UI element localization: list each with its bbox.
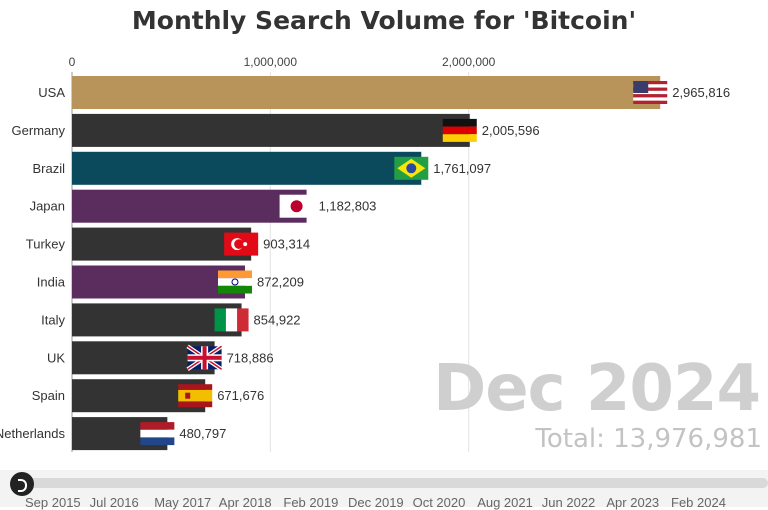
flag-part: [231, 278, 239, 286]
total-label: Total: 13,976,981: [535, 424, 762, 454]
category-label: Japan: [30, 199, 65, 214]
flag-part: [140, 437, 175, 446]
x-tick-label: 2,000,000: [442, 55, 496, 69]
category-label: India: [37, 275, 66, 290]
flag-part: [633, 100, 668, 104]
category-label: Netherlands: [0, 426, 65, 441]
value-label: 2,005,596: [482, 123, 540, 138]
flag-part: [225, 308, 238, 332]
flag-part: [217, 278, 252, 286]
bar-chart: 0 1,000,000 2,000,000 USA 2,965,816 Germany 2…: [0, 55, 730, 452]
flag-part: [237, 308, 249, 332]
uk-flag-icon: [186, 344, 223, 371]
flag-part: [178, 384, 213, 390]
bar: [72, 189, 307, 223]
value-label: 872,209: [257, 275, 304, 290]
value-label: 1,761,097: [433, 161, 491, 176]
category-label: Italy: [41, 312, 65, 327]
flag-part: [633, 87, 668, 91]
value-label: 854,922: [254, 312, 301, 327]
value-label: 671,676: [217, 388, 264, 403]
period-label: Dec 2024: [433, 352, 761, 426]
category-label: Turkey: [26, 237, 66, 252]
turkey-flag-icon: [224, 232, 259, 256]
spain-flag-icon: [178, 384, 213, 408]
bar: [72, 265, 245, 299]
chart-title: Monthly Search Volume for 'Bitcoin': [131, 6, 637, 35]
flag-part: [178, 401, 213, 408]
flag-part: [442, 118, 477, 127]
flag-part: [243, 242, 248, 247]
flag-part: [140, 422, 175, 430]
flag-part: [633, 81, 649, 93]
timeline-label[interactable]: Feb 2019: [283, 495, 339, 510]
bar: [72, 227, 252, 261]
timeline-label[interactable]: Aug 2021: [477, 495, 533, 510]
category-label: USA: [38, 85, 65, 100]
flag-part: [442, 134, 477, 142]
flag-part: [217, 285, 252, 294]
flag-part: [185, 392, 191, 399]
flag-part: [633, 97, 668, 101]
value-label: 480,797: [179, 426, 226, 441]
bar: [72, 113, 470, 147]
brazil-flag-icon: [394, 156, 429, 180]
timeline-area: [0, 470, 768, 507]
flag-part: [442, 126, 477, 135]
value-label: 903,314: [263, 237, 310, 252]
category-label: UK: [47, 350, 65, 365]
flag-part: [633, 84, 668, 88]
timeline-label[interactable]: Apr 2018: [218, 495, 272, 510]
italy-flag-icon: [214, 308, 249, 332]
flag-part: [217, 270, 252, 279]
x-tick-label: 1,000,000: [244, 55, 298, 69]
flag-part: [406, 163, 417, 174]
timeline-track[interactable]: [10, 478, 768, 488]
flag-part: [633, 94, 668, 98]
bar: [72, 303, 242, 337]
timeline-label[interactable]: Apr 2023: [606, 495, 660, 510]
flag-part: [214, 308, 226, 332]
bar-layer: USA 2,965,816 Germany 2,005,596 Brazil 1,761,…: [0, 76, 730, 451]
flag-part: [187, 355, 222, 360]
bar: [72, 76, 661, 109]
timeline-label[interactable]: Dec 2019: [348, 495, 404, 510]
timeline-label[interactable]: Feb 2024: [671, 495, 726, 510]
germany-flag-icon: [442, 118, 477, 142]
india-flag-icon: [217, 270, 252, 294]
value-label: 1,182,803: [319, 199, 377, 214]
flag-part: [178, 389, 213, 402]
category-label: Brazil: [32, 161, 65, 176]
value-label: 718,886: [227, 350, 274, 365]
flag-part: [140, 429, 175, 438]
flag-part: [633, 81, 668, 85]
play-button[interactable]: [10, 472, 34, 496]
japan-flag-icon: [279, 194, 314, 218]
value-label: 2,965,816: [672, 85, 730, 100]
flag-part: [633, 90, 668, 95]
timeline-label[interactable]: May 2017: [154, 495, 212, 510]
bar: [72, 151, 422, 185]
timeline-label[interactable]: Oct 2020: [412, 495, 466, 510]
netherlands-flag-icon: [140, 422, 175, 446]
timeline-label[interactable]: Jun 2022: [541, 495, 596, 510]
flag-part: [234, 239, 244, 249]
category-label: Spain: [32, 388, 65, 403]
timeline-label[interactable]: Sep 2015: [25, 495, 81, 510]
category-label: Germany: [12, 123, 66, 138]
usa-flag-icon: [633, 81, 668, 104]
flag-part: [290, 200, 303, 213]
x-tick-label: 0: [69, 55, 76, 69]
timeline-label[interactable]: Jul 2016: [89, 495, 139, 510]
